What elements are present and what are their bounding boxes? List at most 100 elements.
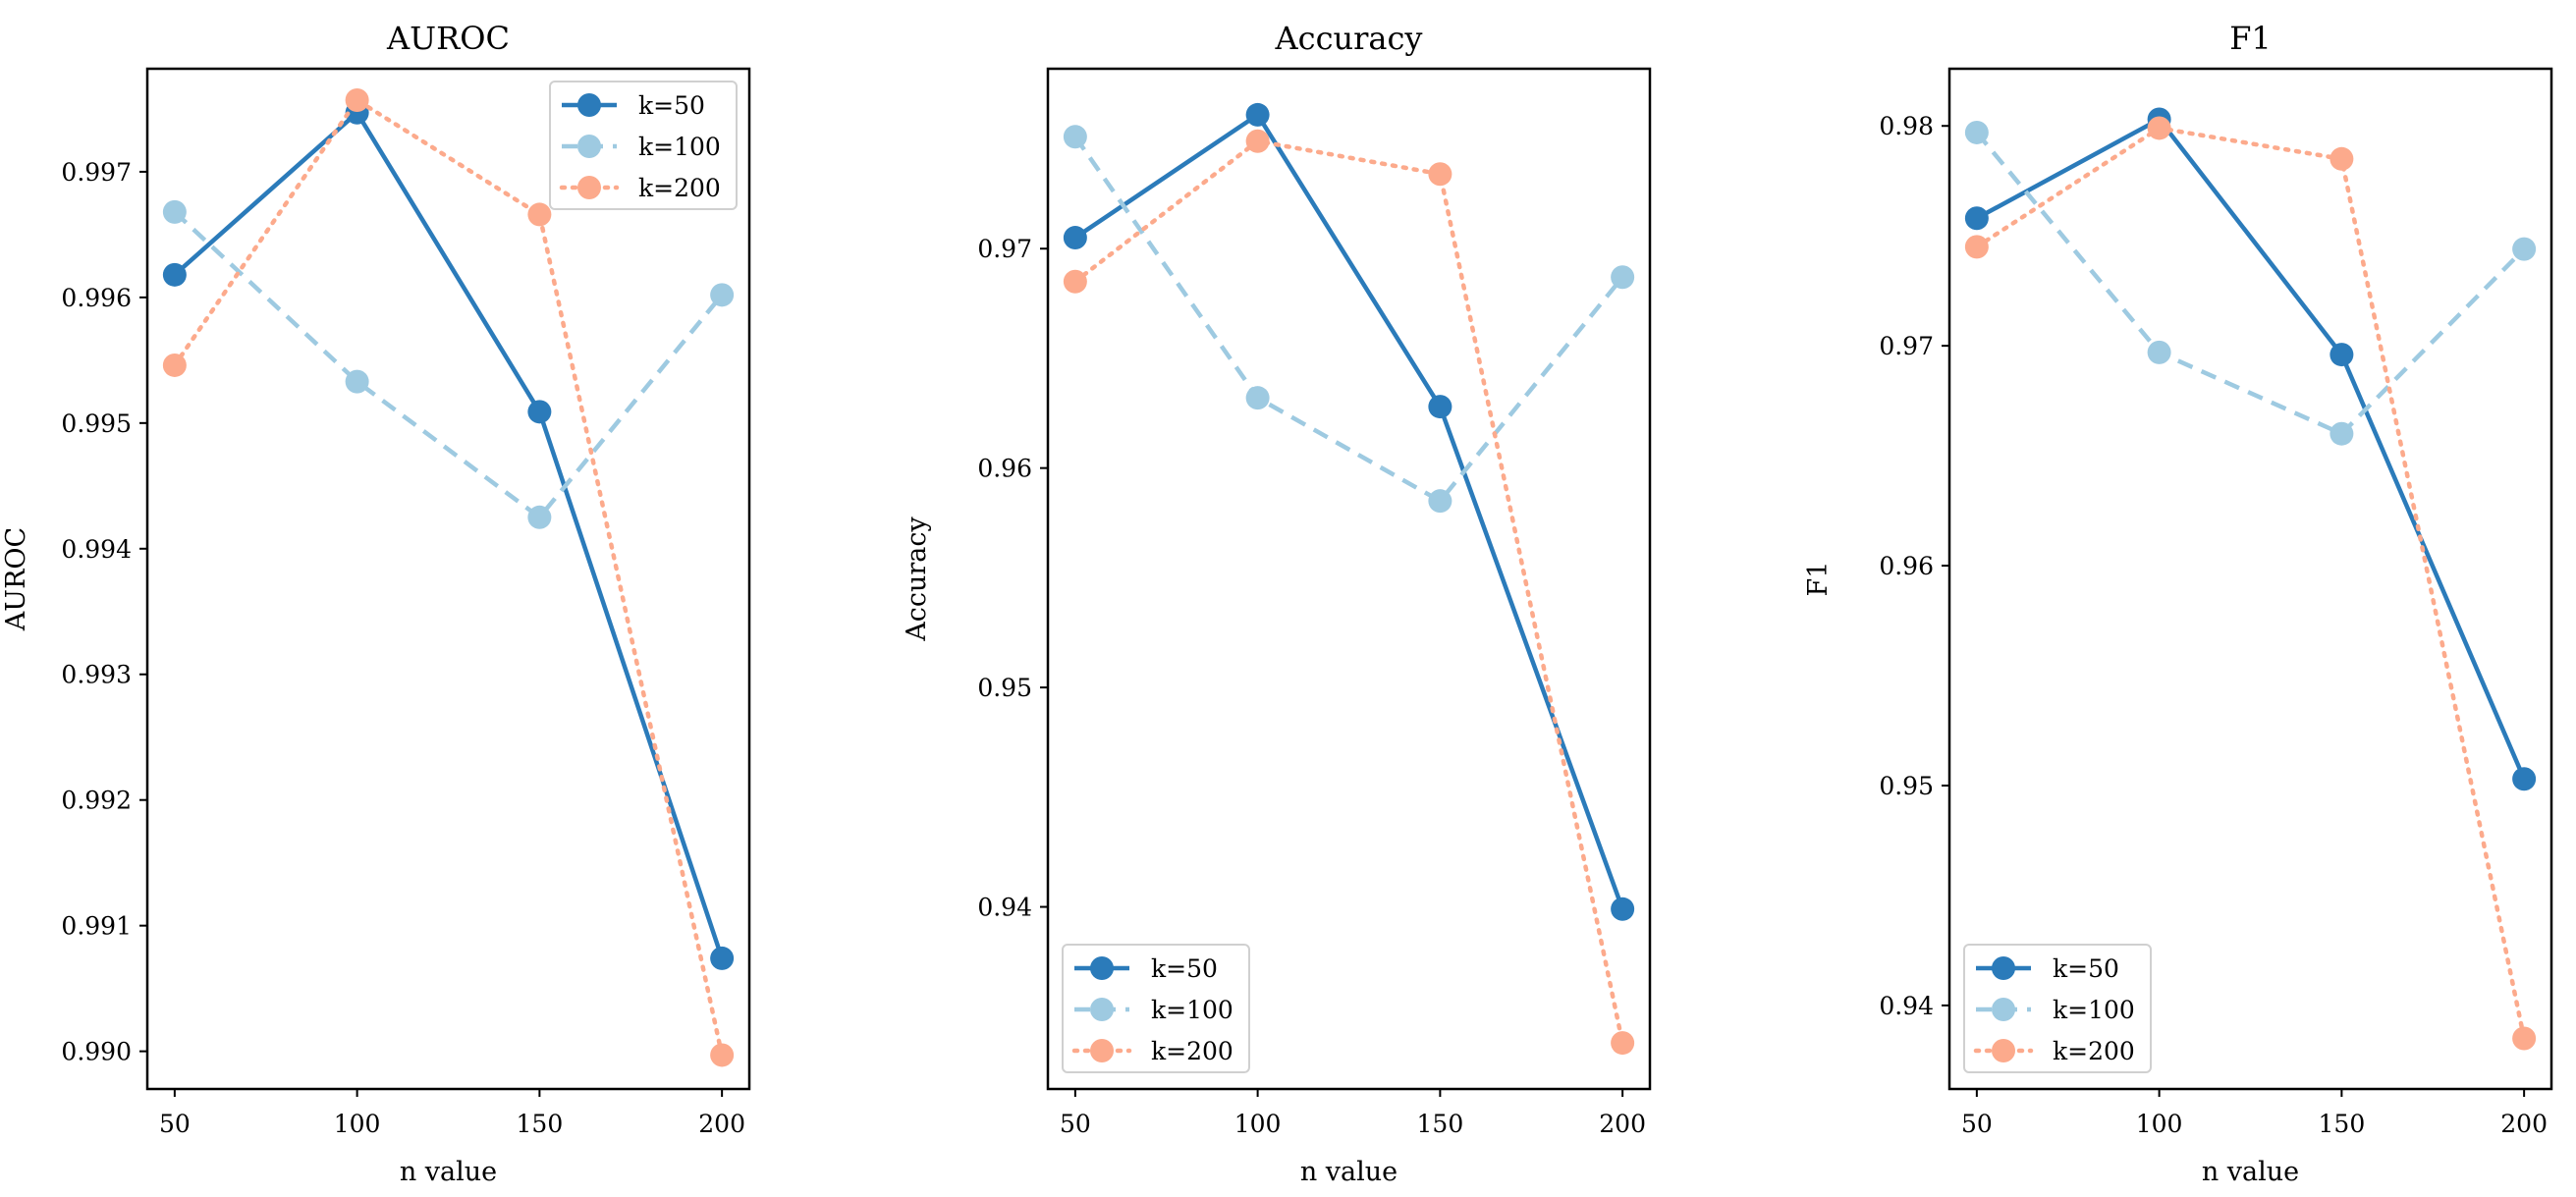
legend: k=50 k=100 k=200: [1062, 944, 1250, 1073]
series-line-k=100: [173, 210, 724, 520]
chart-title: Accuracy: [1275, 20, 1423, 57]
data-point: [1428, 162, 1452, 187]
data-point: [1245, 386, 1270, 410]
data-point: [162, 262, 187, 287]
data-point: [2329, 421, 2354, 446]
legend-marker: [1090, 1039, 1114, 1062]
x-tick-label: 150: [1417, 1110, 1464, 1138]
legend-label: k=50: [1151, 954, 1218, 983]
data-point: [710, 946, 735, 970]
data-point: [527, 505, 552, 529]
data-point: [1245, 102, 1270, 127]
data-point: [1063, 269, 1087, 294]
data-point: [710, 283, 735, 307]
y-axis-label: AUROC: [1, 527, 31, 631]
plot-frame: [1947, 67, 2553, 1091]
data-point: [1245, 129, 1270, 153]
legend-marker: [577, 93, 601, 117]
x-tick-label: 100: [2136, 1110, 2183, 1138]
y-tick-label: 0.95: [977, 674, 1032, 702]
data-point: [1428, 395, 1452, 419]
chart-title: F1: [2229, 20, 2272, 57]
series-line-k=100: [1975, 131, 2526, 437]
x-tick-label: 150: [2319, 1110, 2366, 1138]
y-tick-label: 0.996: [61, 284, 132, 312]
data-point: [710, 1043, 735, 1067]
series-line-k=200: [172, 96, 725, 1058]
panel-auroc: AUROC 50 100 150 200 0.990 0.991 0.992 0.993 0.99…: [1, 20, 751, 1187]
y-tick-label: 0.96: [1879, 552, 1934, 580]
legend-label: k=200: [1151, 1037, 1233, 1065]
data-point: [527, 202, 552, 227]
x-tick-label: 150: [517, 1110, 564, 1138]
legend-marker: [1992, 998, 2015, 1021]
legend-marker: [1090, 956, 1114, 980]
legend-marker: [577, 176, 601, 199]
legend-label: k=50: [2053, 954, 2119, 983]
legend-marker: [577, 135, 601, 158]
y-tick-label: 0.98: [1879, 112, 1934, 140]
data-point: [2147, 340, 2171, 364]
y-tick-label: 0.97: [1879, 332, 1934, 360]
x-tick-label: 50: [159, 1110, 191, 1138]
chart-title: AUROC: [386, 20, 510, 57]
data-point: [2147, 116, 2171, 140]
y-tick-label: 0.95: [1879, 772, 1934, 800]
series-line-k=50: [1073, 111, 1625, 910]
x-tick-label: 200: [698, 1110, 745, 1138]
panel-accuracy: Accuracy 50 100 150 200 0.94 0.95 0.96 0.97 n val…: [902, 20, 1652, 1187]
y-tick-label: 0.991: [61, 912, 132, 941]
data-point: [1964, 120, 1989, 144]
data-point: [2329, 343, 2354, 367]
plot-frame: [145, 67, 751, 1091]
x-axis-label: n value: [400, 1157, 497, 1187]
y-axis-label: F1: [1803, 562, 1834, 597]
y-tick-label: 0.995: [61, 409, 132, 438]
legend-label: k=200: [638, 174, 721, 202]
y-tick-label: 0.94: [977, 894, 1032, 922]
data-point: [527, 400, 552, 424]
y-tick-label: 0.990: [61, 1038, 132, 1066]
panel-f1: F1 50 100 150 200 0.94 0.95 0.96 0.97 0.98 n value…: [1803, 20, 2553, 1187]
y-tick-label: 0.993: [61, 661, 132, 689]
x-tick-label: 100: [1234, 1110, 1282, 1138]
data-point: [162, 199, 187, 224]
legend-marker: [1090, 998, 1114, 1021]
legend: k=50 k=100 k=200: [1963, 944, 2152, 1073]
x-tick-label: 200: [1599, 1110, 1646, 1138]
x-tick-label: 100: [334, 1110, 381, 1138]
y-tick-label: 0.997: [61, 158, 132, 187]
plot-frame: [1046, 67, 1652, 1091]
legend-label: k=50: [638, 91, 705, 120]
series-line-k=50: [1975, 116, 2527, 781]
series-line-k=50: [173, 109, 725, 959]
data-point: [162, 353, 187, 377]
series-line-k=100: [1073, 135, 1624, 505]
data-point: [1611, 1031, 1635, 1056]
legend-label: k=100: [638, 133, 721, 161]
data-point: [2512, 767, 2537, 791]
legend-label: k=100: [2053, 996, 2135, 1024]
y-tick-label: 0.992: [61, 787, 132, 815]
data-point: [1063, 226, 1087, 250]
data-point: [1964, 235, 1989, 259]
y-tick-label: 0.97: [977, 235, 1032, 263]
x-tick-label: 50: [1961, 1110, 1993, 1138]
data-point: [1611, 265, 1635, 290]
data-point: [1428, 489, 1452, 514]
x-axis-label: n value: [1300, 1157, 1398, 1187]
series-line-k=200: [1072, 138, 1625, 1046]
series-line-k=200: [1974, 126, 2527, 1041]
legend-label: k=200: [2053, 1037, 2135, 1065]
y-axis-label: Accuracy: [902, 517, 932, 642]
data-point: [2329, 146, 2354, 171]
x-axis-label: n value: [2202, 1157, 2299, 1187]
data-point: [2512, 237, 2537, 261]
legend-marker: [1992, 1039, 2015, 1062]
legend-marker: [1992, 956, 2015, 980]
y-tick-label: 0.96: [977, 455, 1032, 483]
legend: k=50 k=100 k=200: [549, 81, 738, 210]
data-point: [2512, 1026, 2537, 1051]
data-point: [345, 369, 369, 394]
